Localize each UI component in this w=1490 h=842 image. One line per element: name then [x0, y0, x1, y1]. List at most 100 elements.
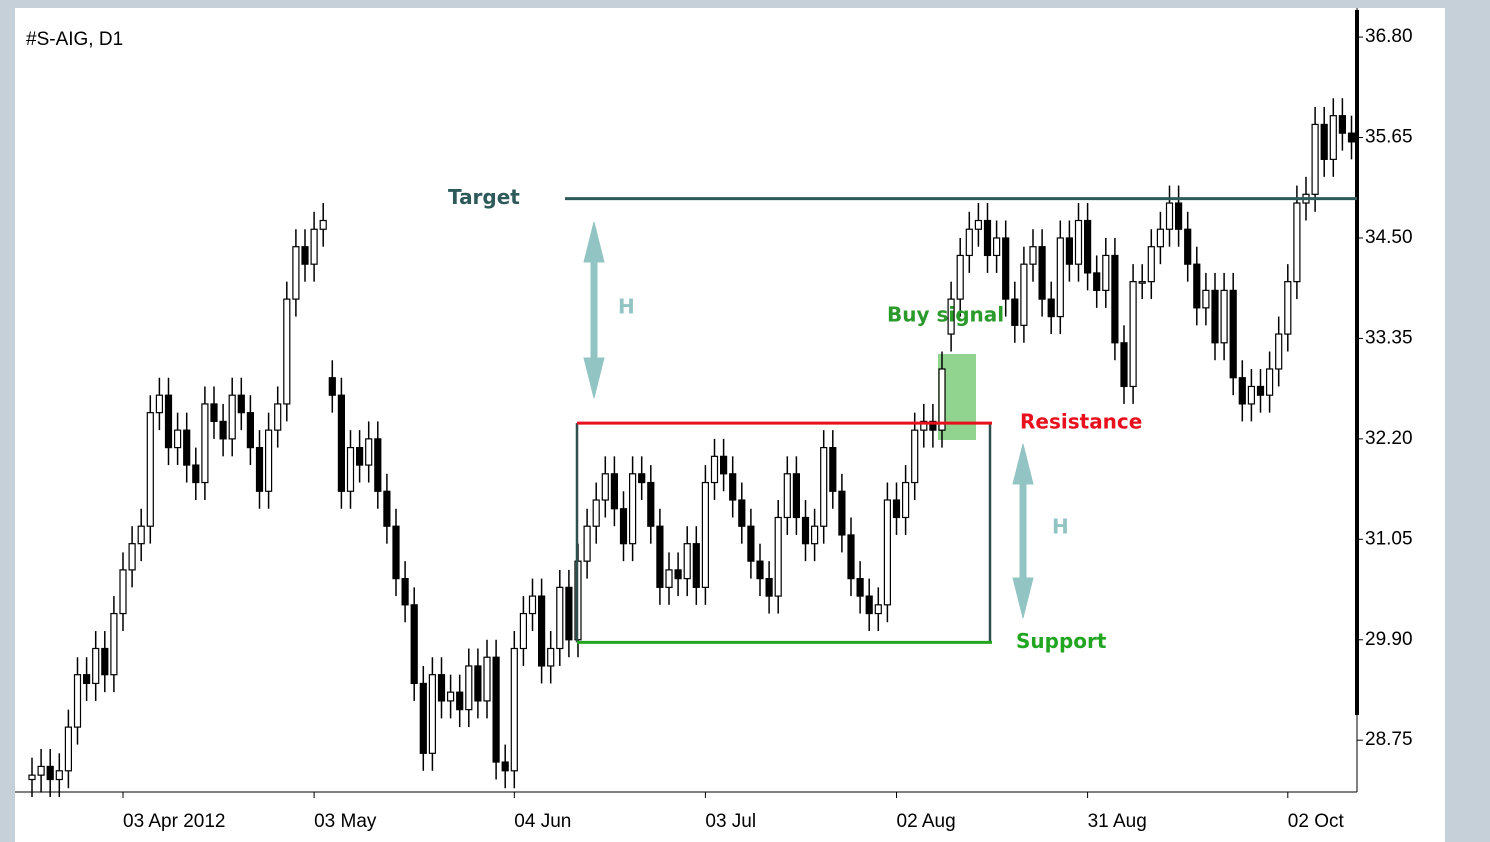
candle-body — [219, 420, 227, 440]
candle-body — [46, 765, 54, 781]
x-tick-label: 03 Jul — [705, 811, 756, 832]
candle-body — [1220, 289, 1228, 344]
candle-body — [829, 447, 837, 492]
candle-body — [64, 726, 73, 772]
candle-body — [501, 761, 509, 772]
candle-body — [519, 612, 528, 650]
candle-body — [883, 499, 892, 606]
candle-body — [246, 412, 254, 449]
candle-body — [483, 656, 491, 702]
candle-body — [1165, 202, 1174, 230]
candle-body — [1147, 246, 1155, 283]
candle-body — [583, 525, 591, 562]
candle-body — [119, 569, 127, 615]
y-tick-label: 33.35 — [1365, 327, 1413, 348]
candle-body — [929, 420, 937, 431]
candle-body — [419, 682, 427, 754]
candle-body — [601, 473, 609, 501]
candle-body — [1047, 298, 1055, 318]
candle-body — [374, 438, 382, 492]
candle-body — [447, 691, 455, 702]
candle-body — [210, 403, 218, 422]
y-tick-label: 31.05 — [1365, 528, 1413, 549]
candle-body — [110, 612, 118, 676]
candle-body — [1129, 281, 1137, 388]
x-tick-label: 02 Aug — [897, 811, 956, 832]
candle-body — [719, 455, 728, 475]
y-tick-label: 32.20 — [1365, 428, 1413, 449]
candle-body — [892, 499, 901, 519]
candle-body — [1320, 123, 1328, 160]
candle-body — [1311, 123, 1319, 195]
candle-body — [1011, 298, 1019, 326]
candle-body — [346, 447, 355, 492]
x-tick-label: 03 May — [314, 811, 377, 832]
candle-body — [146, 412, 154, 527]
candle-body — [1265, 368, 1274, 396]
candle-body — [801, 516, 810, 545]
candle-body — [874, 604, 882, 615]
candle-body — [1038, 246, 1046, 300]
candle-body — [174, 429, 182, 449]
y-tick-label: 29.90 — [1365, 629, 1413, 650]
candle-body — [310, 228, 318, 265]
candle-body — [392, 525, 400, 580]
candle-body — [983, 219, 992, 257]
candle-body — [1111, 254, 1119, 344]
candle-body — [1238, 377, 1246, 405]
candle-body — [856, 578, 864, 597]
candle-body — [556, 586, 564, 650]
candle-body — [201, 403, 209, 484]
candle-body — [137, 525, 145, 545]
candle-body — [1002, 237, 1010, 300]
candle-body — [474, 665, 482, 702]
x-tick-label: 02 Oct — [1288, 811, 1345, 832]
candle-body — [1293, 202, 1301, 283]
candle-body — [974, 219, 983, 230]
candle-body — [1193, 263, 1201, 309]
candle-body — [255, 447, 264, 492]
candle-body — [1074, 219, 1083, 265]
candle-body — [1120, 342, 1128, 388]
candle-body — [901, 481, 910, 519]
candle-body — [1284, 281, 1292, 335]
y-tick-label: 34.50 — [1365, 227, 1413, 248]
candle-body — [164, 394, 173, 449]
x-tick-label: 31 Aug — [1088, 811, 1147, 832]
candle-body — [1338, 115, 1347, 134]
candle-body — [865, 595, 873, 615]
candle-body — [992, 237, 1001, 257]
candle-body — [237, 394, 245, 414]
x-tick-label: 04 Jun — [514, 811, 571, 832]
support-label: Support — [1016, 629, 1107, 653]
candle-body — [765, 578, 773, 597]
candle-body — [183, 429, 191, 466]
candle-body — [647, 481, 655, 527]
candle-body — [82, 674, 91, 685]
candle-body — [128, 543, 136, 571]
candle-body — [228, 394, 236, 440]
buy-signal-label: Buy signal — [887, 303, 1004, 327]
candle-body — [1138, 281, 1146, 284]
y-tick-label: 35.65 — [1365, 127, 1413, 148]
candle-body — [492, 656, 500, 763]
candle-body — [1029, 246, 1037, 265]
candle-body — [847, 534, 855, 580]
candle-body — [365, 438, 373, 466]
x-tick-label: 03 Apr 2012 — [123, 811, 225, 832]
candle-body — [683, 543, 691, 580]
candle-body — [710, 455, 719, 484]
candle-body — [1329, 115, 1337, 160]
candle-body — [155, 394, 163, 414]
candle-body — [701, 481, 710, 588]
candle-body — [592, 499, 600, 527]
candle-body — [838, 490, 846, 536]
height-label: H — [1052, 515, 1069, 539]
candle-body — [265, 429, 273, 492]
candle-body — [465, 665, 473, 711]
candle-body — [1211, 289, 1219, 344]
candle-body — [638, 473, 646, 484]
candle-body — [947, 298, 955, 335]
candle-body — [101, 647, 109, 676]
